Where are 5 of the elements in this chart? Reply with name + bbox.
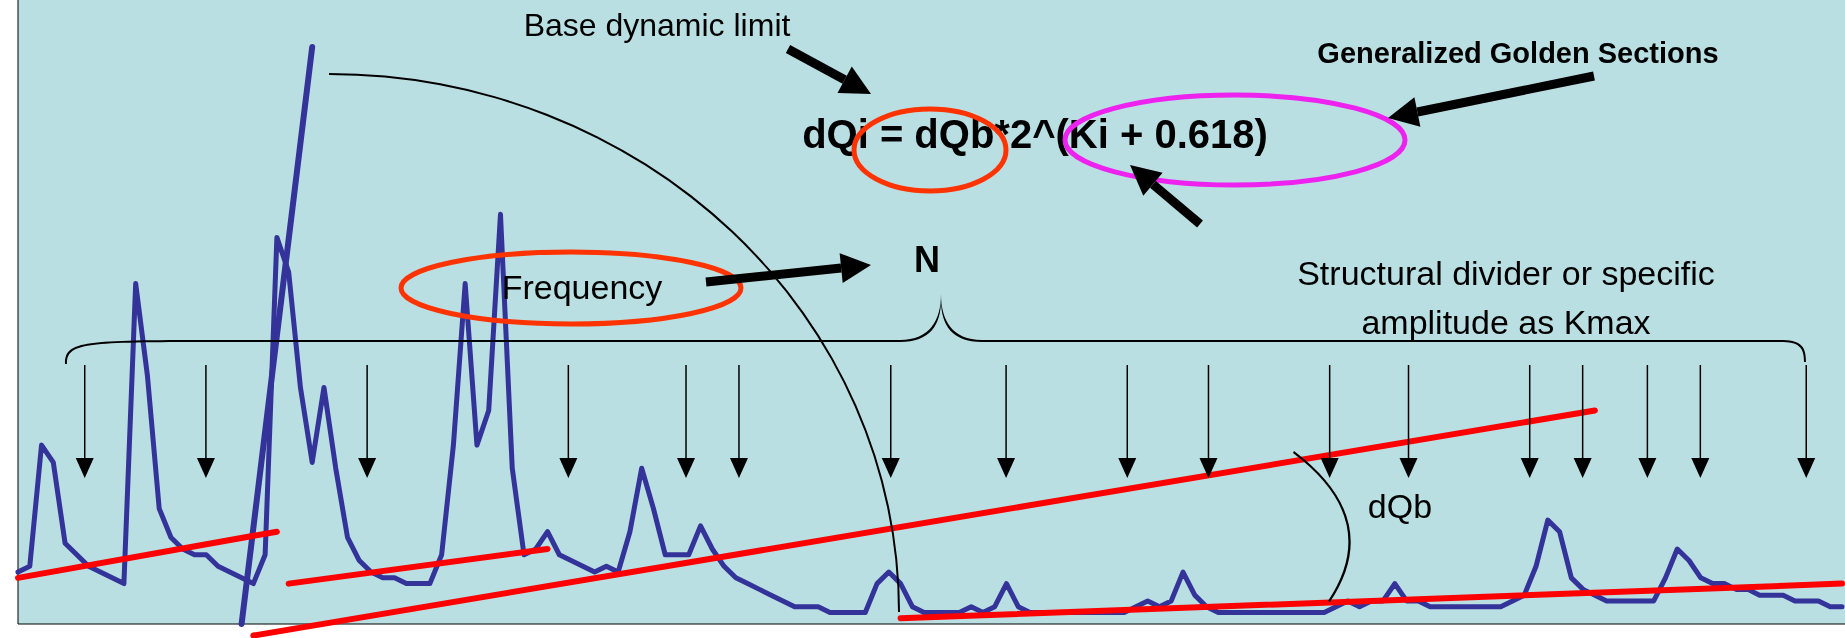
annotation: Generalized Golden Sections [1317,37,1719,69]
annotation: dQb [1367,487,1433,525]
annotation: N [914,239,940,280]
text: Base dynamic limit [523,7,791,43]
annotation: Structural divider or specific amplitude as Kmax [1297,254,1715,342]
